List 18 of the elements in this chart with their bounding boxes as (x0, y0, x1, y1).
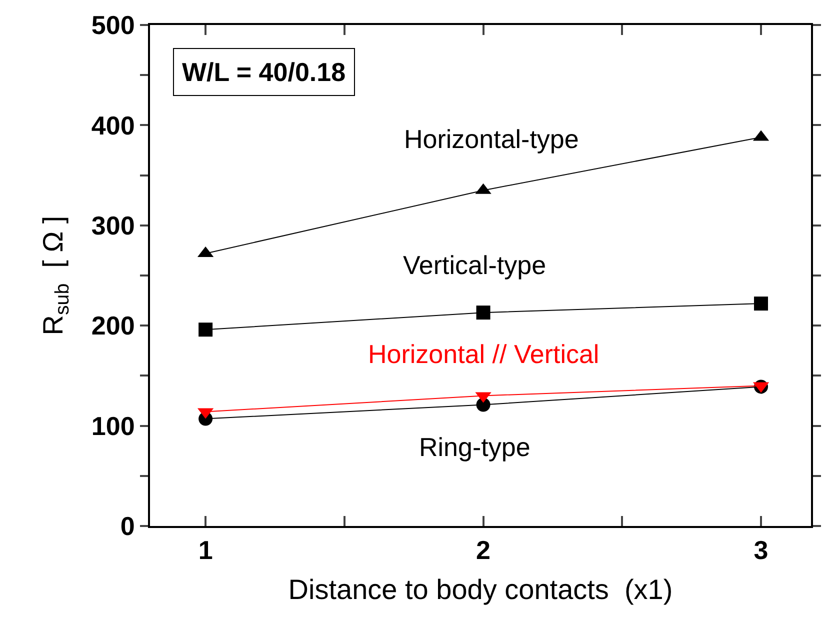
y-tick-label: 0 (120, 511, 135, 542)
y-tick-label: 300 (91, 210, 135, 240)
point (476, 306, 490, 320)
x-axis-title: Distance to body contacts (x1) (288, 574, 673, 605)
y-tick-label: 200 (91, 310, 135, 341)
point (198, 322, 213, 337)
y-tick-label: 500 (91, 10, 135, 40)
y-tick-label: 400 (91, 110, 135, 140)
point (754, 296, 768, 311)
series-label: Vertical-type (403, 250, 546, 280)
x-tick-label: 1 (198, 535, 213, 566)
series-label: Horizontal-type (404, 124, 579, 154)
y-tick-label: 100 (91, 410, 135, 441)
series-label: Horizontal // Vertical (368, 339, 600, 369)
series-label: Ring-type (419, 432, 530, 462)
annotation: W/L = 40/0.18 (182, 57, 346, 87)
x-tick-label: 3 (754, 535, 768, 566)
x-tick-label: 2 (476, 535, 491, 566)
